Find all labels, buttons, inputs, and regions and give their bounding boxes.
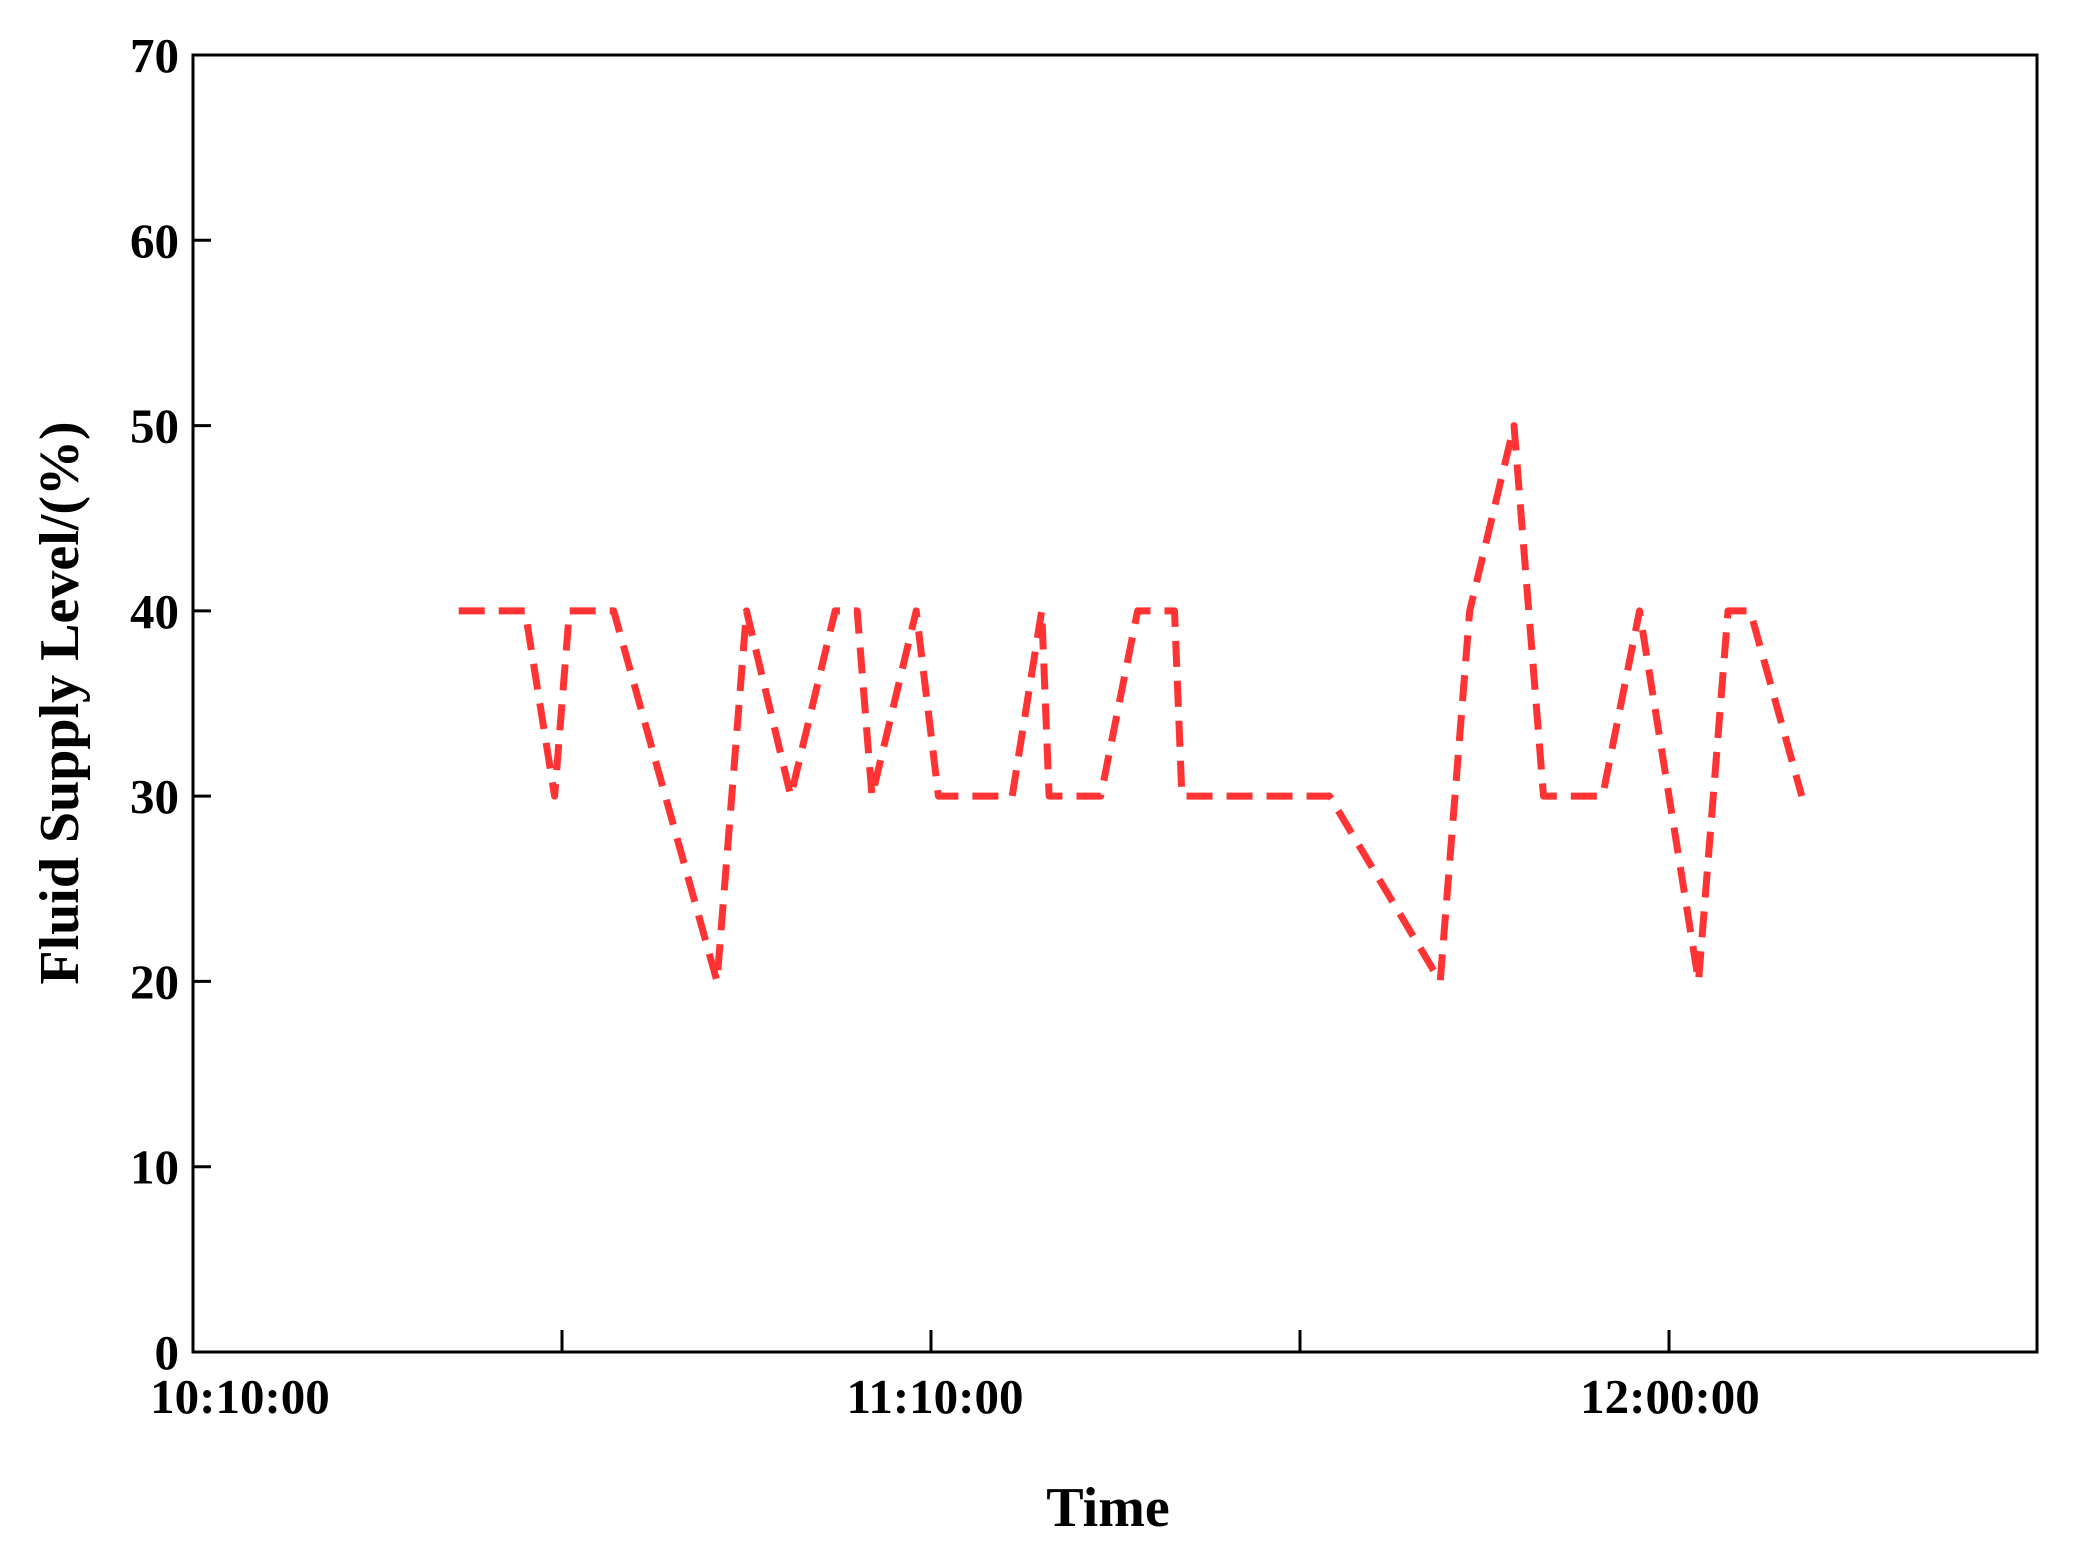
y-tick-label: 50 bbox=[130, 399, 179, 454]
series-line bbox=[458, 422, 1806, 985]
y-axis: 0 10 20 30 40 50 60 70 bbox=[130, 28, 211, 1380]
y-tick-label: 20 bbox=[130, 954, 179, 1009]
y-tick-label: 0 bbox=[155, 1325, 180, 1380]
y-tick-label: 70 bbox=[130, 28, 179, 83]
x-axis: 10:10:00 11:10:00 12:00:00 bbox=[150, 1330, 1760, 1424]
y-tick-label: 10 bbox=[130, 1140, 179, 1195]
y-tick-label: 60 bbox=[130, 213, 179, 268]
x-tick-label: 11:10:00 bbox=[847, 1369, 1024, 1424]
y-axis-title: Fluid Supply Level/(%) bbox=[29, 421, 91, 984]
y-tick-label: 40 bbox=[130, 584, 179, 639]
series-layer bbox=[458, 422, 1806, 985]
x-tick-label: 12:00:00 bbox=[1580, 1369, 1760, 1424]
x-tick-label: 10:10:00 bbox=[150, 1369, 330, 1424]
plot-frame bbox=[191, 53, 2039, 1354]
x-axis-title: Time bbox=[1046, 1477, 1169, 1539]
y-tick-label: 30 bbox=[130, 769, 179, 824]
